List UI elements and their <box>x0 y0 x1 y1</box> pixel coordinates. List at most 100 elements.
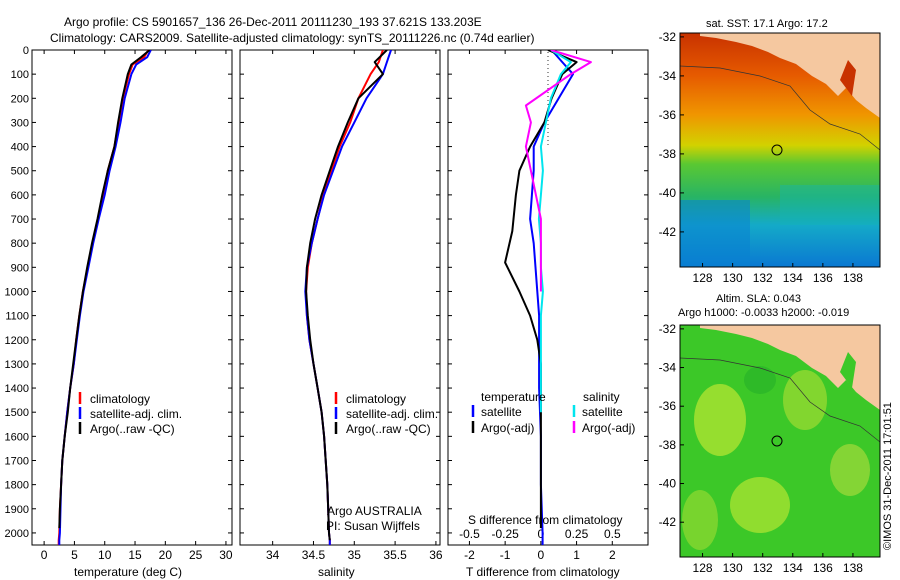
temperature-lines <box>57 50 152 545</box>
sst-map-frame <box>679 32 881 268</box>
depth-tick-label: 100 <box>11 69 29 81</box>
x-tick-label: 5 <box>71 548 78 562</box>
sst-land <box>700 33 880 118</box>
map-x-tick-label: 136 <box>813 271 833 285</box>
depth-tick-label: 1500 <box>5 407 29 419</box>
sst-shelf-contour <box>679 65 881 151</box>
top-tick-label: 0.25 <box>565 527 589 541</box>
depth-axis: 0 100 200 300 400 500 600 700 800 900 1000 1100 1200… <box>5 45 648 540</box>
x-tick-label: 1 <box>573 548 580 562</box>
sla-map-title-2: Argo h1000: -0.0033 h2000: -0.019 <box>678 307 849 319</box>
sst-map <box>679 32 881 268</box>
map-y-tick-label: -36 <box>659 108 677 122</box>
difference-lines <box>504 50 592 545</box>
depth-tick-label: 1100 <box>5 311 29 323</box>
sla-argo-marker <box>771 435 783 447</box>
depth-tick-label: 200 <box>11 93 29 105</box>
legend-label-t-satellite: satellite <box>481 405 522 419</box>
sst-argo-marker <box>771 144 783 156</box>
difference-xlabel: T difference from climatology <box>466 565 620 579</box>
difference-xlabel-top: S difference from climatology <box>468 513 623 527</box>
x-tick-label: 34.5 <box>302 548 326 562</box>
x-tick-label: 0 <box>538 548 545 562</box>
x-tick-label: 2 <box>609 548 616 562</box>
legend-label-s-argo: Argo(-adj) <box>582 421 635 435</box>
top-tick-label: -0.5 <box>459 527 480 541</box>
series-line-argo-raw-qc- <box>305 50 388 541</box>
depth-tick-label: 1300 <box>5 359 29 371</box>
sla-blob-1 <box>694 384 746 456</box>
depth-tick-label: 1000 <box>5 286 29 298</box>
depth-tick-label: 1200 <box>5 335 29 347</box>
x-tick-label: 15 <box>128 548 142 562</box>
sst-cyan-patch <box>780 185 880 225</box>
sla-blob-5 <box>682 490 718 550</box>
series-line-argo-raw-qc- <box>58 50 151 529</box>
map-x-tick-label: 130 <box>723 561 743 575</box>
map-y-tick-label: -32 <box>659 322 677 336</box>
salinity-axes <box>239 49 441 546</box>
top-tick-label: -0.25 <box>491 527 519 541</box>
x-tick-label: -2 <box>464 548 475 562</box>
x-tick-label: 35.5 <box>383 548 407 562</box>
sla-map-title-1: Altim. SLA: 0.043 <box>716 293 801 305</box>
map-x-tick-label: 138 <box>843 271 863 285</box>
difference-x-axis: -2 -1 0 1 2 -0.5 -0.25 0 0.25 0.5 <box>459 50 621 562</box>
sla-map-axes: 128 130 132 134 136 138 -32 -34 -36 -38 -40 -42 <box>659 322 864 575</box>
x-tick-label: 10 <box>98 548 112 562</box>
top-tick-label: 0.5 <box>604 527 621 541</box>
legend-label-argo: Argo(..raw -QC) <box>346 422 431 436</box>
map-y-tick-label: -36 <box>659 399 677 413</box>
sla-map-frame <box>679 324 881 558</box>
depth-tick-label: 1600 <box>5 431 29 443</box>
depth-tick-label: 1900 <box>5 504 29 516</box>
sst-map-title: sat. SST: 17.1 Argo: 17.2 <box>706 18 828 30</box>
map-x-tick-label: 128 <box>693 271 713 285</box>
sla-blob-6 <box>744 366 776 394</box>
x-tick-label: 30 <box>219 548 233 562</box>
salinity-lines <box>304 50 392 545</box>
sla-blob-3 <box>730 477 790 533</box>
map-y-tick-label: -42 <box>659 515 677 529</box>
map-y-tick-label: -32 <box>659 30 677 44</box>
map-x-tick-label: 134 <box>783 271 803 285</box>
depth-tick-label: 0 <box>23 45 29 57</box>
legend-label-climatology: climatology <box>346 392 406 406</box>
temperature-x-axis: 0 5 10 15 20 25 30 <box>41 50 233 562</box>
map-x-tick-label: 134 <box>783 561 803 575</box>
depth-tick-label: 1700 <box>5 455 29 467</box>
map-x-tick-label: 138 <box>843 561 863 575</box>
legend-label-argo: Argo(..raw -QC) <box>90 422 175 436</box>
x-tick-label: -1 <box>500 548 511 562</box>
map-y-tick-label: -34 <box>659 361 677 375</box>
map-x-tick-label: 132 <box>753 561 773 575</box>
annotation-pi: PI: Susan Wijffels <box>326 519 420 533</box>
map-x-tick-label: 132 <box>753 271 773 285</box>
salinity-legend: climatology satellite-adj. clim. Argo(..… <box>334 392 438 436</box>
x-tick-label: 25 <box>189 548 203 562</box>
x-tick-label: 0 <box>41 548 48 562</box>
legend-title-temperature: temperature <box>481 390 546 404</box>
salinity-xlabel: salinity <box>318 565 355 579</box>
series-line-s-argo-adj- <box>524 50 592 292</box>
map-y-tick-label: -40 <box>659 477 677 491</box>
legend-label-s-satellite: satellite <box>582 405 623 419</box>
depth-tick-label: 800 <box>11 238 29 250</box>
map-x-tick-label: 130 <box>723 271 743 285</box>
legend-label-climatology: climatology <box>90 392 150 406</box>
series-line-s-satellite <box>537 50 572 413</box>
depth-tick-label: 500 <box>11 166 29 178</box>
legend-label-satellite: satellite-adj. clim. <box>90 407 182 421</box>
depth-tick-label: 700 <box>11 214 29 226</box>
top-tick-label: 0 <box>538 527 545 541</box>
x-tick-label: 35 <box>348 548 362 562</box>
sst-map-axes: 128 130 132 134 136 138 -32 -34 -36 -38 -40 -42 <box>659 30 864 285</box>
imos-timestamp: ©IMOS 31-Dec-2011 17:01:51 <box>882 402 894 550</box>
sla-blob-4 <box>830 444 870 496</box>
salinity-x-axis: 34 34.5 35 35.5 36 <box>266 50 443 562</box>
title-line-2: Climatology: CARS2009. Satellite-adjuste… <box>50 31 534 45</box>
annotation-argo-australia: Argo AUSTRALIA <box>327 504 422 518</box>
map-y-tick-label: -42 <box>659 225 677 239</box>
legend-label-t-argo: Argo(-adj) <box>481 421 534 435</box>
